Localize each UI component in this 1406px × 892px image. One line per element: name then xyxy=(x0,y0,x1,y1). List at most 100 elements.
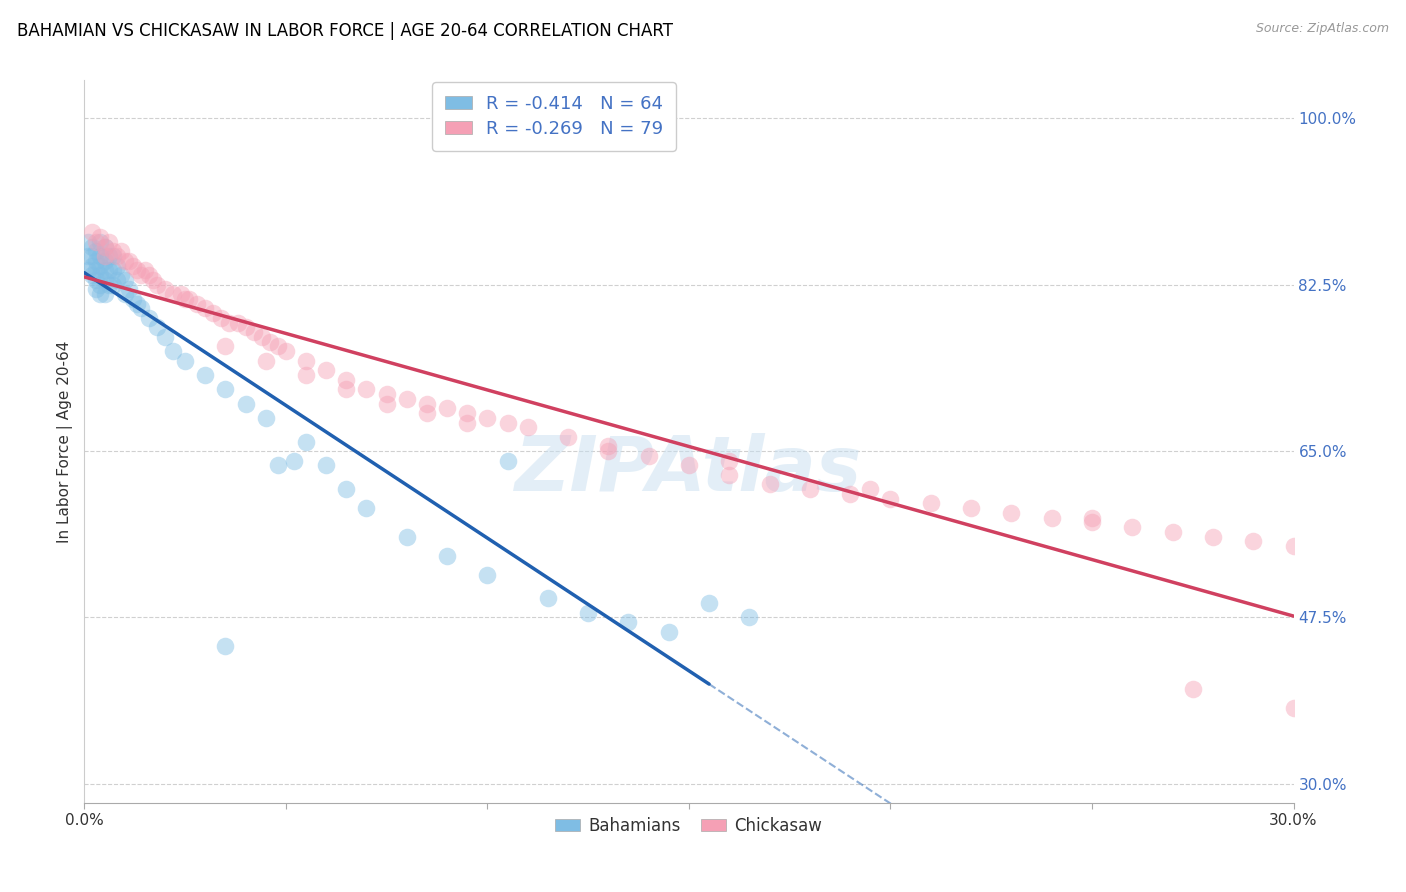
Point xyxy=(93,240,115,254)
Point xyxy=(93,273,115,287)
Point xyxy=(477,567,499,582)
Point xyxy=(105,273,128,287)
Point xyxy=(375,387,398,401)
Point xyxy=(114,287,136,301)
Point xyxy=(179,292,201,306)
Point xyxy=(315,458,337,473)
Y-axis label: In Labor Force | Age 20-64: In Labor Force | Age 20-64 xyxy=(58,341,73,542)
Point xyxy=(259,334,281,349)
Point xyxy=(134,263,156,277)
Point xyxy=(86,235,108,249)
Point xyxy=(97,235,120,249)
Legend: Bahamians, Chickasaw: Bahamians, Chickasaw xyxy=(548,810,830,841)
Point xyxy=(283,453,305,467)
Point xyxy=(496,453,519,467)
Point xyxy=(214,382,236,396)
Point xyxy=(93,254,115,268)
Point xyxy=(1040,510,1063,524)
Point xyxy=(537,591,560,606)
Point xyxy=(267,458,290,473)
Point xyxy=(1081,510,1104,524)
Point xyxy=(101,244,124,259)
Point xyxy=(617,615,640,630)
Point xyxy=(395,530,418,544)
Point xyxy=(1241,534,1264,549)
Point xyxy=(174,353,197,368)
Point xyxy=(162,287,184,301)
Point xyxy=(138,310,160,325)
Point xyxy=(1161,524,1184,539)
Point xyxy=(121,259,143,273)
Point xyxy=(129,301,152,316)
Point xyxy=(315,363,337,377)
Point xyxy=(1000,506,1022,520)
Point xyxy=(1081,516,1104,530)
Point xyxy=(456,416,478,430)
Point xyxy=(678,458,700,473)
Text: ZIPAtlas: ZIPAtlas xyxy=(515,434,863,508)
Point xyxy=(89,249,111,263)
Point xyxy=(110,268,132,282)
Point xyxy=(436,401,458,416)
Point xyxy=(89,287,111,301)
Point xyxy=(77,235,100,249)
Point xyxy=(89,230,111,244)
Point xyxy=(153,282,176,296)
Point xyxy=(218,316,240,330)
Point xyxy=(254,353,277,368)
Text: BAHAMIAN VS CHICKASAW IN LABOR FORCE | AGE 20-64 CORRELATION CHART: BAHAMIAN VS CHICKASAW IN LABOR FORCE | A… xyxy=(17,22,673,40)
Point xyxy=(82,268,104,282)
Point xyxy=(576,606,599,620)
Point xyxy=(356,382,378,396)
Point xyxy=(146,320,169,334)
Point xyxy=(93,287,115,301)
Point xyxy=(658,624,681,639)
Point xyxy=(97,263,120,277)
Point xyxy=(121,292,143,306)
Point xyxy=(254,410,277,425)
Point xyxy=(1181,681,1204,696)
Point xyxy=(82,259,104,273)
Point xyxy=(839,487,862,501)
Point xyxy=(101,249,124,263)
Point xyxy=(496,416,519,430)
Point xyxy=(335,482,357,496)
Point xyxy=(226,316,249,330)
Point xyxy=(146,277,169,292)
Point xyxy=(89,268,111,282)
Point xyxy=(235,396,257,410)
Point xyxy=(1282,700,1305,714)
Point xyxy=(697,596,720,610)
Point xyxy=(416,406,439,420)
Point xyxy=(86,263,108,277)
Point xyxy=(356,501,378,516)
Point xyxy=(110,244,132,259)
Point xyxy=(194,368,217,382)
Point xyxy=(214,639,236,653)
Point xyxy=(209,310,232,325)
Point xyxy=(799,482,821,496)
Point xyxy=(335,373,357,387)
Point xyxy=(274,344,297,359)
Point xyxy=(960,501,983,516)
Point xyxy=(214,339,236,353)
Point xyxy=(125,296,148,310)
Point xyxy=(920,496,942,510)
Point xyxy=(456,406,478,420)
Point xyxy=(436,549,458,563)
Point xyxy=(105,249,128,263)
Point xyxy=(194,301,217,316)
Point xyxy=(86,254,108,268)
Point xyxy=(295,368,318,382)
Point xyxy=(250,330,273,344)
Point xyxy=(416,396,439,410)
Point xyxy=(295,353,318,368)
Point xyxy=(395,392,418,406)
Point xyxy=(82,226,104,240)
Point xyxy=(89,259,111,273)
Point xyxy=(1121,520,1143,534)
Point xyxy=(89,235,111,249)
Point xyxy=(118,282,141,296)
Point xyxy=(162,344,184,359)
Point xyxy=(718,467,741,482)
